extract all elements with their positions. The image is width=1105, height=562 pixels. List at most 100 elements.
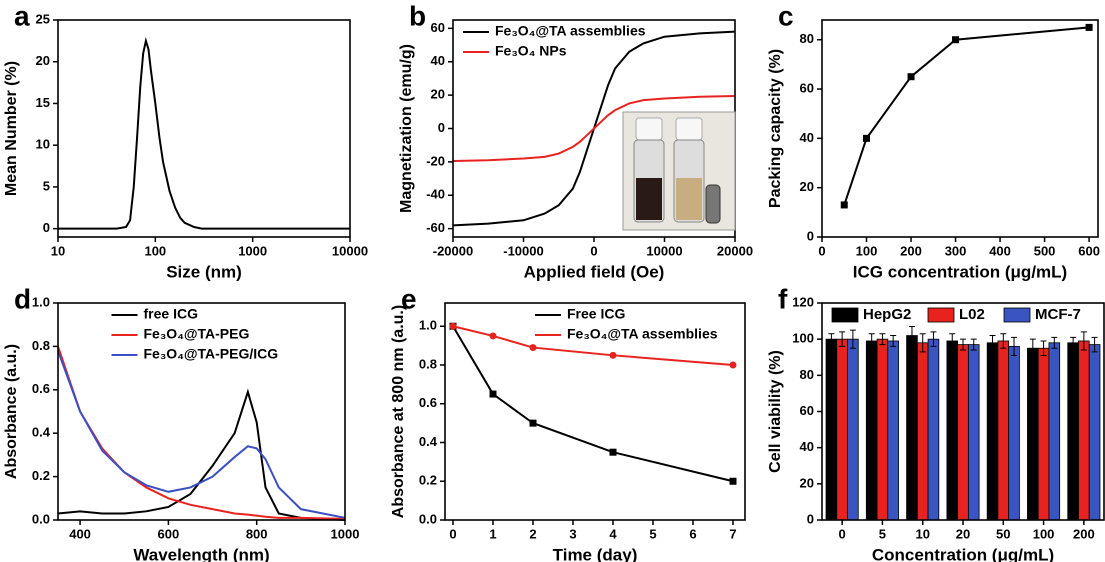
panel-label: d (14, 283, 31, 314)
x-tick-label: 100 (144, 243, 166, 258)
panel-label: c (778, 0, 794, 31)
x-tick-label: 200 (900, 243, 922, 258)
x-tick-label: 10 (915, 526, 929, 541)
legend-label: free ICG (144, 306, 199, 322)
x-axis-label: ICG concentration (μg/mL) (853, 262, 1067, 281)
y-tick-label: 100 (792, 331, 814, 346)
y-tick-label: 0.0 (32, 511, 50, 526)
y-tick-label: 0.8 (419, 356, 437, 371)
legend-swatch (927, 307, 955, 323)
x-tick-label: 10000 (332, 243, 368, 258)
x-tick-label: 100 (1033, 526, 1055, 541)
y-tick-label: 40 (431, 53, 445, 68)
x-axis-label: Time (day) (553, 545, 638, 562)
marker (840, 201, 848, 209)
marker (729, 361, 737, 369)
plot-frame (57, 302, 346, 521)
legend-label: Fe₃O₄@TA-PEG/ICG (144, 346, 279, 362)
marker (529, 344, 537, 352)
error-bar (868, 333, 875, 349)
bar (876, 338, 889, 521)
x-tick-label: 1000 (238, 243, 267, 258)
error-bar (879, 333, 886, 346)
x-axis-label: Concentration (μg/mL) (872, 545, 1054, 562)
x-tick-label: 5 (649, 526, 656, 541)
error-bar (1091, 336, 1098, 353)
marker (729, 477, 737, 485)
y-tick-label: 40 (800, 130, 814, 145)
x-tick-label: -20000 (433, 243, 473, 258)
series-line (57, 388, 346, 521)
y-tick-label: 20 (36, 53, 50, 68)
error-bar (908, 326, 915, 346)
y-tick-label: 1.0 (419, 318, 437, 333)
series-line (57, 346, 346, 520)
bar (865, 340, 878, 521)
series-line (452, 325, 734, 483)
bar (986, 342, 999, 521)
y-tick-label: 5 (43, 178, 50, 193)
y-tick-label: -20 (426, 153, 445, 168)
legend-label: Fe₃O₄@TA-PEG (144, 326, 250, 342)
y-axis-label: Cell viability (%) (767, 350, 784, 473)
x-tick-label: 100 (856, 243, 878, 258)
y-tick-label: 0 (438, 120, 445, 135)
x-tick-label: 0 (449, 526, 456, 541)
x-tick-label: 600 (1078, 243, 1100, 258)
x-tick-label: 3 (569, 526, 576, 541)
y-tick-label: -40 (426, 187, 445, 202)
y-tick-label: 0 (807, 511, 814, 526)
x-tick-label: 0 (839, 526, 846, 541)
y-axis-label: Absorbance (a.u.) (3, 344, 20, 479)
y-tick-label: 0.4 (32, 425, 51, 440)
x-tick-label: 10 (51, 243, 65, 258)
x-tick-label: 0 (818, 243, 825, 258)
y-tick-label: 120 (792, 294, 814, 309)
bar (1027, 347, 1039, 521)
error-bar (960, 338, 966, 351)
y-tick-label: 0.8 (32, 338, 50, 353)
error-bar (828, 333, 835, 346)
x-tick-label: 400 (989, 243, 1011, 258)
plot-frame (57, 19, 351, 238)
x-tick-label: 50 (996, 526, 1010, 541)
panel-label: f (778, 283, 788, 314)
y-tick-label: 20 (431, 87, 445, 102)
y-tick-label: 15 (36, 95, 50, 110)
x-tick-label: 4 (609, 526, 617, 541)
bar (967, 344, 980, 521)
plot-frame (821, 302, 1105, 521)
y-tick-label: 20 (800, 475, 814, 490)
y-axis-label: Mean Number (%) (3, 61, 20, 196)
y-axis-label: Magnetization (emu/g) (398, 44, 415, 213)
bar (957, 344, 969, 521)
y-tick-label: 0 (43, 220, 50, 235)
legend-label: L02 (959, 306, 985, 323)
x-tick-label: 20 (956, 526, 970, 541)
x-tick-label: 300 (945, 243, 967, 258)
inset-photo (622, 111, 736, 231)
bar (927, 338, 940, 521)
marker (489, 332, 497, 340)
x-tick-label: 10000 (646, 243, 682, 258)
bar (825, 338, 838, 521)
marker (609, 448, 617, 456)
marker (952, 36, 960, 44)
x-tick-label: 1 (489, 526, 496, 541)
x-tick-label: 7 (729, 526, 736, 541)
y-tick-label: 0.6 (419, 395, 437, 410)
bar (997, 340, 1010, 521)
x-tick-label: 6 (689, 526, 696, 541)
y-tick-label: 0.2 (419, 473, 437, 488)
marker (489, 390, 497, 398)
error-bar (1040, 340, 1047, 356)
y-tick-label: 0.0 (419, 511, 437, 526)
legend-label: Fe₃O₄@TA assemblies (567, 326, 718, 342)
series-line (58, 36, 350, 230)
plot-frame (444, 302, 746, 521)
series-line (843, 26, 1090, 206)
bar (1067, 342, 1079, 521)
legend-label: Fe₃O₄ NPs (495, 43, 567, 59)
